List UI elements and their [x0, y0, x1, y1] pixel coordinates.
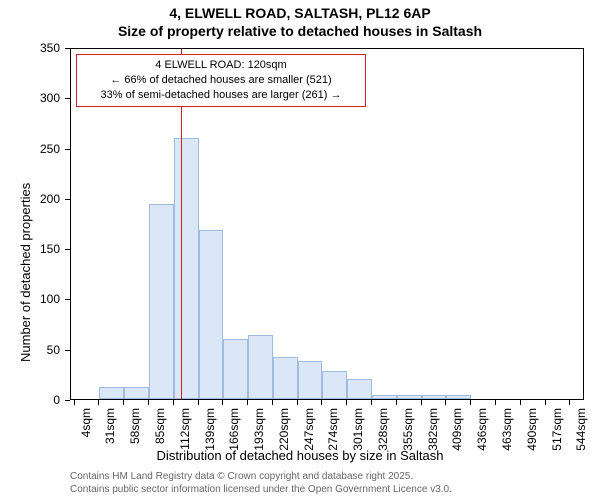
- annotation-box: 4 ELWELL ROAD: 120sqm ← 66% of detached …: [76, 54, 366, 107]
- x-tick-mark: [545, 400, 546, 405]
- x-tick-label: 463sqm: [501, 408, 513, 458]
- y-tick-mark: [65, 149, 70, 150]
- footer-line-1: Contains HM Land Registry data © Crown c…: [70, 470, 452, 483]
- histogram-bar: [322, 371, 347, 399]
- chart-container: 4, ELWELL ROAD, SALTASH, PL12 6AP Size o…: [0, 0, 600, 500]
- x-tick-label: 436sqm: [476, 408, 488, 458]
- x-tick-label: 85sqm: [154, 408, 166, 458]
- annotation-line-3: 33% of semi-detached houses are larger (…: [83, 88, 359, 103]
- x-tick-label: 301sqm: [352, 408, 364, 458]
- x-tick-mark: [272, 400, 273, 405]
- x-tick-label: 112sqm: [179, 408, 191, 458]
- annotation-line-1: 4 ELWELL ROAD: 120sqm: [83, 58, 359, 73]
- y-tick-mark: [65, 350, 70, 351]
- x-tick-label: 490sqm: [526, 408, 538, 458]
- y-tick-label: 300: [0, 92, 60, 104]
- x-tick-label: 166sqm: [228, 408, 240, 458]
- y-tick-label: 150: [0, 243, 60, 255]
- x-tick-label: 220sqm: [278, 408, 290, 458]
- x-tick-label: 355sqm: [402, 408, 414, 458]
- title-block: 4, ELWELL ROAD, SALTASH, PL12 6AP Size o…: [0, 0, 600, 40]
- footer: Contains HM Land Registry data © Crown c…: [70, 470, 452, 496]
- x-tick-mark: [346, 400, 347, 405]
- x-tick-mark: [470, 400, 471, 405]
- x-tick-mark: [222, 400, 223, 405]
- y-tick-label: 350: [0, 42, 60, 54]
- x-tick-label: 382sqm: [427, 408, 439, 458]
- x-tick-mark: [173, 400, 174, 405]
- x-tick-mark: [371, 400, 372, 405]
- x-tick-label: 247sqm: [303, 408, 315, 458]
- histogram-bar: [446, 395, 471, 399]
- x-tick-label: 193sqm: [253, 408, 265, 458]
- histogram-bar: [248, 335, 273, 399]
- x-tick-label: 328sqm: [377, 408, 389, 458]
- title-line-1: 4, ELWELL ROAD, SALTASH, PL12 6AP: [0, 4, 600, 22]
- y-tick-mark: [65, 48, 70, 49]
- histogram-bar: [199, 230, 224, 399]
- histogram-bar: [124, 387, 149, 399]
- x-tick-label: 517sqm: [551, 408, 563, 458]
- x-tick-mark: [98, 400, 99, 405]
- x-tick-mark: [123, 400, 124, 405]
- y-tick-label: 100: [0, 293, 60, 305]
- x-tick-mark: [569, 400, 570, 405]
- x-tick-label: 409sqm: [451, 408, 463, 458]
- x-tick-mark: [421, 400, 422, 405]
- y-tick-mark: [65, 249, 70, 250]
- x-tick-mark: [520, 400, 521, 405]
- x-tick-label: 4sqm: [80, 408, 92, 458]
- x-tick-label: 139sqm: [204, 408, 216, 458]
- histogram-bar: [149, 204, 174, 399]
- y-tick-mark: [65, 199, 70, 200]
- y-axis-label: Number of detached properties: [18, 183, 33, 362]
- histogram-bar: [273, 357, 298, 399]
- histogram-bar: [397, 395, 422, 399]
- x-tick-mark: [297, 400, 298, 405]
- x-tick-mark: [198, 400, 199, 405]
- histogram-bar: [298, 361, 323, 399]
- x-tick-mark: [148, 400, 149, 405]
- histogram-bar: [99, 387, 124, 399]
- histogram-bar: [347, 379, 372, 399]
- footer-line-2: Contains public sector information licen…: [70, 483, 452, 496]
- y-tick-mark: [65, 400, 70, 401]
- y-tick-mark: [65, 98, 70, 99]
- x-tick-label: 31sqm: [104, 408, 116, 458]
- x-tick-mark: [445, 400, 446, 405]
- x-tick-mark: [321, 400, 322, 405]
- histogram-bar: [372, 395, 397, 399]
- y-tick-label: 200: [0, 193, 60, 205]
- y-tick-label: 0: [0, 394, 60, 406]
- histogram-bar: [174, 138, 199, 399]
- x-tick-label: 58sqm: [129, 408, 141, 458]
- histogram-bar: [223, 339, 248, 399]
- x-tick-label: 274sqm: [327, 408, 339, 458]
- y-tick-label: 50: [0, 344, 60, 356]
- x-tick-mark: [495, 400, 496, 405]
- histogram-bar: [422, 395, 447, 399]
- x-tick-mark: [247, 400, 248, 405]
- x-tick-mark: [396, 400, 397, 405]
- x-tick-label: 544sqm: [575, 408, 587, 458]
- x-tick-mark: [74, 400, 75, 405]
- y-tick-mark: [65, 299, 70, 300]
- annotation-line-2: ← 66% of detached houses are smaller (52…: [83, 73, 359, 88]
- title-line-2: Size of property relative to detached ho…: [0, 22, 600, 40]
- y-tick-label: 250: [0, 143, 60, 155]
